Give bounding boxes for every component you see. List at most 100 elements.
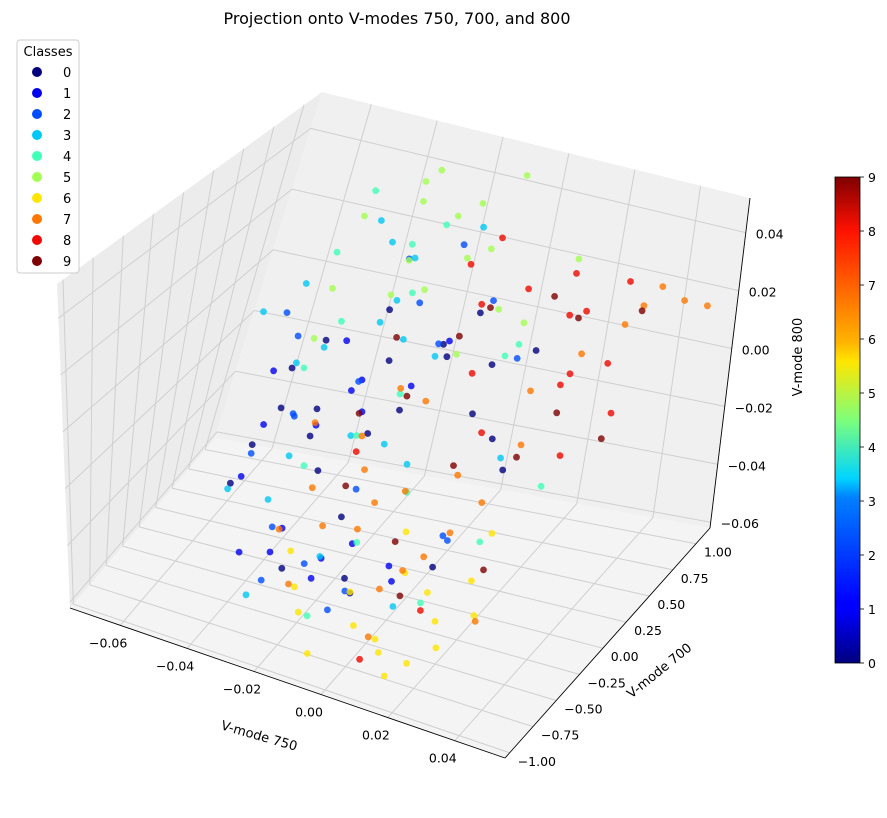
- scatter-point-class-4: [396, 390, 404, 398]
- legend-label-5: 5: [63, 171, 71, 186]
- scatter-point-class-6: [488, 530, 496, 537]
- z-axis-line: [709, 197, 751, 529]
- scatter-point-class-1: [348, 387, 355, 394]
- pane-back: [215, 92, 750, 528]
- grid-lines: [58, 104, 746, 754]
- scatter-point-class-6: [371, 635, 379, 643]
- scatter-point-class-5: [422, 178, 430, 185]
- x-tick-label: −0.06: [89, 635, 127, 650]
- grid-line-x: [423, 136, 504, 477]
- scatter-point-class-0: [443, 353, 451, 361]
- scatter-point-class-0: [396, 406, 403, 414]
- legend-marker-0: [32, 67, 42, 77]
- scatter-point-class-4: [353, 432, 360, 439]
- grid-line-y: [89, 257, 94, 585]
- scatter-point-class-8: [525, 285, 532, 293]
- scatter-point-class-5: [329, 284, 336, 292]
- z-axis-label: V-mode 800: [791, 318, 806, 397]
- scatter-point-class-9: [480, 566, 487, 574]
- scatter-point-class-6: [294, 608, 302, 616]
- y-axis-line: [504, 527, 711, 759]
- scatter-point-class-6: [403, 659, 410, 667]
- legend-marker-2: [32, 109, 42, 119]
- scatter-point-class-8: [468, 369, 476, 377]
- scatter-point-class-4: [537, 482, 545, 490]
- grid-line-y: [204, 104, 305, 450]
- scatter-point-class-0: [364, 430, 372, 437]
- grid-line-z: [64, 310, 255, 489]
- scatter-point-class-0: [477, 309, 484, 317]
- scatter-point-class-5: [453, 350, 460, 358]
- scatter-point-class-8: [627, 278, 634, 285]
- scatter-point-class-8: [478, 300, 486, 308]
- y-tick-label: 0.50: [657, 597, 685, 612]
- scatter-point-class-3: [224, 485, 232, 493]
- scatter-point-class-8: [417, 607, 424, 614]
- grid-line-z: [254, 310, 725, 407]
- scatter-point-class-0: [488, 435, 496, 443]
- scatter-point-class-7: [578, 350, 585, 358]
- scatter-point-class-7: [319, 522, 326, 530]
- scatter-point-class-9: [513, 453, 520, 461]
- scatter-point-class-2: [490, 297, 497, 304]
- colorbar-tick-label: 8: [868, 224, 876, 239]
- scatter-point-class-7: [527, 387, 534, 395]
- grid-line-z: [58, 128, 312, 319]
- scatter-point-class-1: [237, 473, 245, 480]
- scatter-point-class-7: [364, 633, 372, 641]
- scatter-point-class-3: [389, 603, 397, 610]
- scatter-point-class-5: [361, 212, 368, 220]
- colorbar-tick-label: 6: [868, 332, 876, 347]
- grid-line-y: [155, 170, 215, 508]
- scatter-point-class-0: [429, 563, 436, 571]
- scatter-point-class-9: [597, 435, 605, 443]
- grid-line-y: [105, 235, 124, 566]
- scatter-point-class-0: [469, 410, 476, 418]
- legend-marker-8: [32, 235, 42, 245]
- colorbar-tick-label: 2: [868, 548, 876, 563]
- scatter-point-class-5: [495, 305, 503, 313]
- scatter-point-class-8: [478, 429, 485, 437]
- legend-label-3: 3: [63, 129, 71, 144]
- grid-line-x: [576, 169, 636, 504]
- colorbar-tick-label: 7: [868, 278, 876, 293]
- scatter-point-class-3: [285, 452, 293, 460]
- scatter-point-class-9: [393, 334, 400, 341]
- colorbar-tick-label: 4: [868, 440, 876, 455]
- x-tick-label: 0.04: [429, 751, 457, 766]
- legend-label-6: 6: [63, 192, 71, 207]
- scatter-point-class-1: [235, 548, 243, 556]
- scatter-point-class-3: [497, 454, 504, 462]
- colorbar-tick-label: 9: [868, 170, 876, 185]
- y-tick-label: −0.25: [588, 675, 626, 690]
- legend: Classes 0 1 2 3 4 5 6 7 8 9: [16, 39, 80, 274]
- scatter-point-class-2: [268, 523, 276, 531]
- grid-line-x: [500, 153, 570, 490]
- scatter-point-class-3: [320, 344, 328, 351]
- scatter-point-class-2: [300, 560, 308, 567]
- legend-label-9: 9: [63, 255, 71, 270]
- scatter-point-class-5: [310, 334, 318, 342]
- scatter-point-class-2: [283, 309, 291, 316]
- scatter-point-class-8: [467, 260, 475, 268]
- scatter-point-class-6: [470, 612, 478, 619]
- scatter-point-class-1: [260, 421, 267, 428]
- scatter-point-class-0: [440, 340, 447, 348]
- scatter-point-class-9: [553, 409, 561, 417]
- colorbar-gradient: [834, 176, 861, 664]
- grid-line-z: [291, 188, 739, 292]
- scatter-point-class-3: [347, 432, 355, 439]
- scatter-point-class-6: [424, 589, 431, 596]
- tick-labels: −0.06 −0.04 −0.02 0.00 0.02 0.04 −1.00 −0.75 −0.…: [89, 227, 784, 769]
- legend-label-1: 1: [63, 87, 71, 102]
- scatter-point-class-5: [487, 245, 495, 253]
- scatter-point-class-4: [300, 462, 308, 470]
- scatter-point-class-8: [556, 452, 564, 459]
- scatter-point-class-1: [385, 562, 393, 570]
- scatter-point-class-7: [401, 487, 409, 495]
- scatter-point-class-6: [431, 618, 439, 625]
- scatter-point-class-2: [341, 587, 349, 595]
- grid-line-x: [387, 503, 578, 718]
- grid-line-z: [216, 431, 711, 523]
- scatter-point-class-0: [499, 466, 507, 474]
